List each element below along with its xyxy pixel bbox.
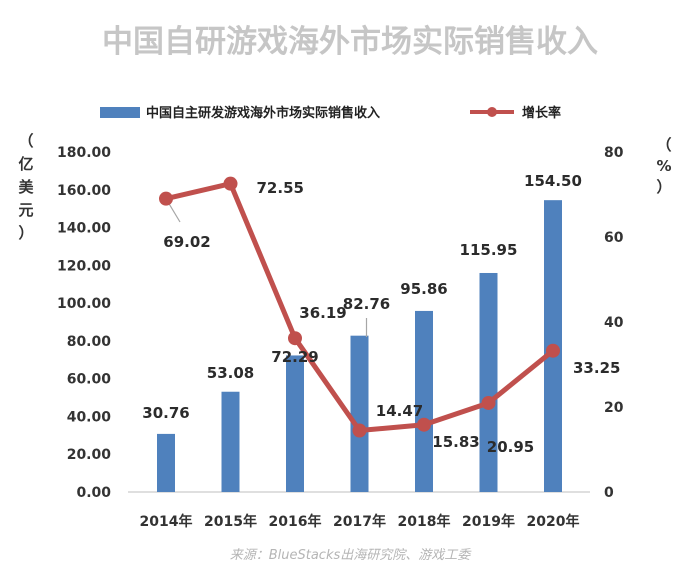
growth-point — [288, 331, 302, 346]
right-tick-label: 80 — [604, 145, 624, 161]
source-note: 来源：BlueStacks出海研究院、游戏工委 — [230, 547, 473, 563]
x-tick-label: 2018年 — [398, 513, 451, 530]
x-tick-label: 2015年 — [204, 513, 257, 530]
left-tick-label: 40.00 — [67, 409, 112, 425]
legend: 中国自主研发游戏海外市场实际销售收入 增长率 — [100, 105, 561, 121]
chart-title: 中国自研游戏海外市场实际销售收入 — [102, 24, 598, 60]
growth-value-labels: 69.02 72.55 36.19 14.47 15.83 20.95 33.25 — [163, 179, 620, 456]
x-tick-label: 2019年 — [462, 513, 515, 530]
growth-value-label: 72.55 — [257, 179, 304, 197]
legend-swatch-revenue — [100, 107, 140, 118]
bar-series — [157, 200, 562, 492]
growth-value-label: 14.47 — [376, 402, 423, 420]
bar-value-label: 95.86 — [400, 280, 447, 298]
bar-value-labels: 30.76 53.08 72.29 82.76 95.86 115.95 154.50 — [142, 172, 582, 422]
bar — [221, 391, 240, 492]
growth-point — [481, 395, 496, 410]
right-unit-char: ） — [656, 178, 671, 196]
growth-point — [352, 423, 367, 438]
bar-value-label: 115.95 — [460, 241, 518, 259]
right-tick-label: 40 — [604, 315, 624, 331]
left-tick-label: 180.00 — [57, 145, 111, 161]
x-tick-label: 2014年 — [140, 513, 193, 530]
left-unit-char: （ — [18, 132, 33, 150]
left-tick-label: 80.00 — [67, 334, 112, 350]
left-tick-label: 160.00 — [57, 183, 111, 199]
x-tick-label: 2020年 — [527, 513, 580, 530]
growth-value-label: 33.25 — [573, 359, 620, 377]
left-tick-label: 20.00 — [67, 447, 112, 463]
bar — [350, 335, 369, 492]
left-tick-label: 100.00 — [57, 296, 111, 312]
left-unit-char: 美 — [18, 178, 34, 196]
growth-point — [159, 191, 173, 206]
growth-line-series — [159, 176, 560, 438]
left-tick-label: 120.00 — [57, 258, 111, 274]
bar — [415, 310, 433, 492]
right-axis-ticks: 0 20 40 60 80 — [604, 145, 624, 501]
bar-value-label: 30.76 — [142, 404, 189, 422]
right-tick-label: 0 — [604, 485, 614, 501]
growth-point — [546, 343, 560, 358]
x-axis-ticks: 2014年 2015年 2016年 2017年 2018年 2019年 2020年 — [140, 513, 580, 530]
right-unit-char: （ — [656, 136, 671, 154]
bar-value-label: 53.08 — [207, 364, 254, 382]
x-tick-label: 2017年 — [333, 513, 386, 530]
legend-label-revenue: 中国自主研发游戏海外市场实际销售收入 — [146, 105, 380, 121]
left-axis-ticks: 0.00 20.00 40.00 60.00 80.00 100.00 120.00 140.… — [57, 145, 111, 501]
bar — [479, 272, 498, 492]
x-tick-label: 2016年 — [269, 513, 322, 530]
bar-value-label: 82.76 — [343, 295, 390, 313]
left-tick-label: 0.00 — [76, 485, 111, 501]
bar-value-label: 72.29 — [271, 348, 318, 366]
bar — [286, 355, 304, 492]
bar — [157, 433, 175, 492]
growth-value-label: 15.83 — [432, 433, 479, 451]
left-tick-label: 140.00 — [57, 221, 111, 237]
legend-label-growth: 增长率 — [522, 105, 561, 121]
right-tick-label: 60 — [604, 230, 624, 246]
left-unit-char: 亿 — [18, 155, 33, 173]
legend-swatch-growth-marker — [487, 107, 497, 117]
growth-point — [223, 176, 238, 191]
bar-value-label: 154.50 — [524, 172, 582, 190]
right-tick-label: 20 — [604, 400, 624, 416]
right-unit-char: % — [656, 157, 671, 175]
growth-value-label: 36.19 — [299, 304, 346, 322]
left-tick-label: 60.00 — [67, 372, 112, 388]
right-axis-unit: （% ） — [656, 136, 671, 196]
left-unit-char: 元 — [18, 201, 33, 219]
left-axis-unit: （ 亿美元 ） — [18, 132, 34, 242]
left-unit-char: ） — [18, 224, 33, 242]
growth-point — [417, 417, 431, 432]
growth-value-label: 69.02 — [163, 233, 210, 251]
growth-value-label: 20.95 — [487, 438, 534, 456]
